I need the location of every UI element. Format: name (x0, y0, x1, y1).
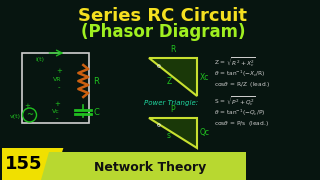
Text: P: P (171, 105, 175, 114)
Text: θ: θ (157, 64, 161, 69)
Text: +: + (54, 101, 60, 107)
Text: Series RC Circuit: Series RC Circuit (78, 7, 247, 25)
Text: Z = $\sqrt{R^2+X_c^2}$: Z = $\sqrt{R^2+X_c^2}$ (213, 56, 256, 70)
Text: v(t): v(t) (10, 114, 21, 118)
Text: Z: Z (166, 76, 172, 86)
Text: -: - (56, 115, 59, 121)
Polygon shape (42, 152, 246, 180)
Text: +: + (56, 68, 62, 74)
Text: θ: θ (157, 123, 161, 127)
Text: Vc: Vc (52, 109, 59, 114)
Text: Network Theory: Network Theory (94, 161, 206, 174)
Polygon shape (149, 118, 197, 148)
Text: $\theta$ = tan$^{-1}$($-X_c$/R): $\theta$ = tan$^{-1}$($-X_c$/R) (213, 69, 265, 79)
Text: Power Triangle:: Power Triangle: (144, 100, 198, 106)
Text: -: - (58, 84, 61, 90)
Text: S = $\sqrt{P^2+Q_c^2}$: S = $\sqrt{P^2+Q_c^2}$ (213, 95, 255, 109)
Text: ~: ~ (26, 111, 33, 120)
Text: $\theta$ = tan$^{-1}$($-Q_c$/P): $\theta$ = tan$^{-1}$($-Q_c$/P) (213, 108, 265, 118)
Text: cos$\theta$ = R/Z  (lead.): cos$\theta$ = R/Z (lead.) (213, 80, 270, 89)
Text: Qc: Qc (200, 129, 210, 138)
Text: Xc: Xc (200, 73, 209, 82)
Text: VR: VR (53, 77, 62, 82)
Text: 155: 155 (5, 155, 42, 173)
Text: s: s (167, 132, 171, 141)
Polygon shape (149, 58, 197, 96)
Text: (Phasor Diagram): (Phasor Diagram) (81, 23, 245, 41)
Text: R: R (170, 45, 175, 54)
Polygon shape (2, 148, 63, 180)
Text: +: + (25, 103, 30, 109)
Text: cos$\theta$ = P/s  (lead.): cos$\theta$ = P/s (lead.) (213, 118, 268, 127)
Text: C: C (93, 107, 99, 116)
Text: R: R (93, 76, 99, 86)
Text: i(t): i(t) (35, 57, 44, 62)
